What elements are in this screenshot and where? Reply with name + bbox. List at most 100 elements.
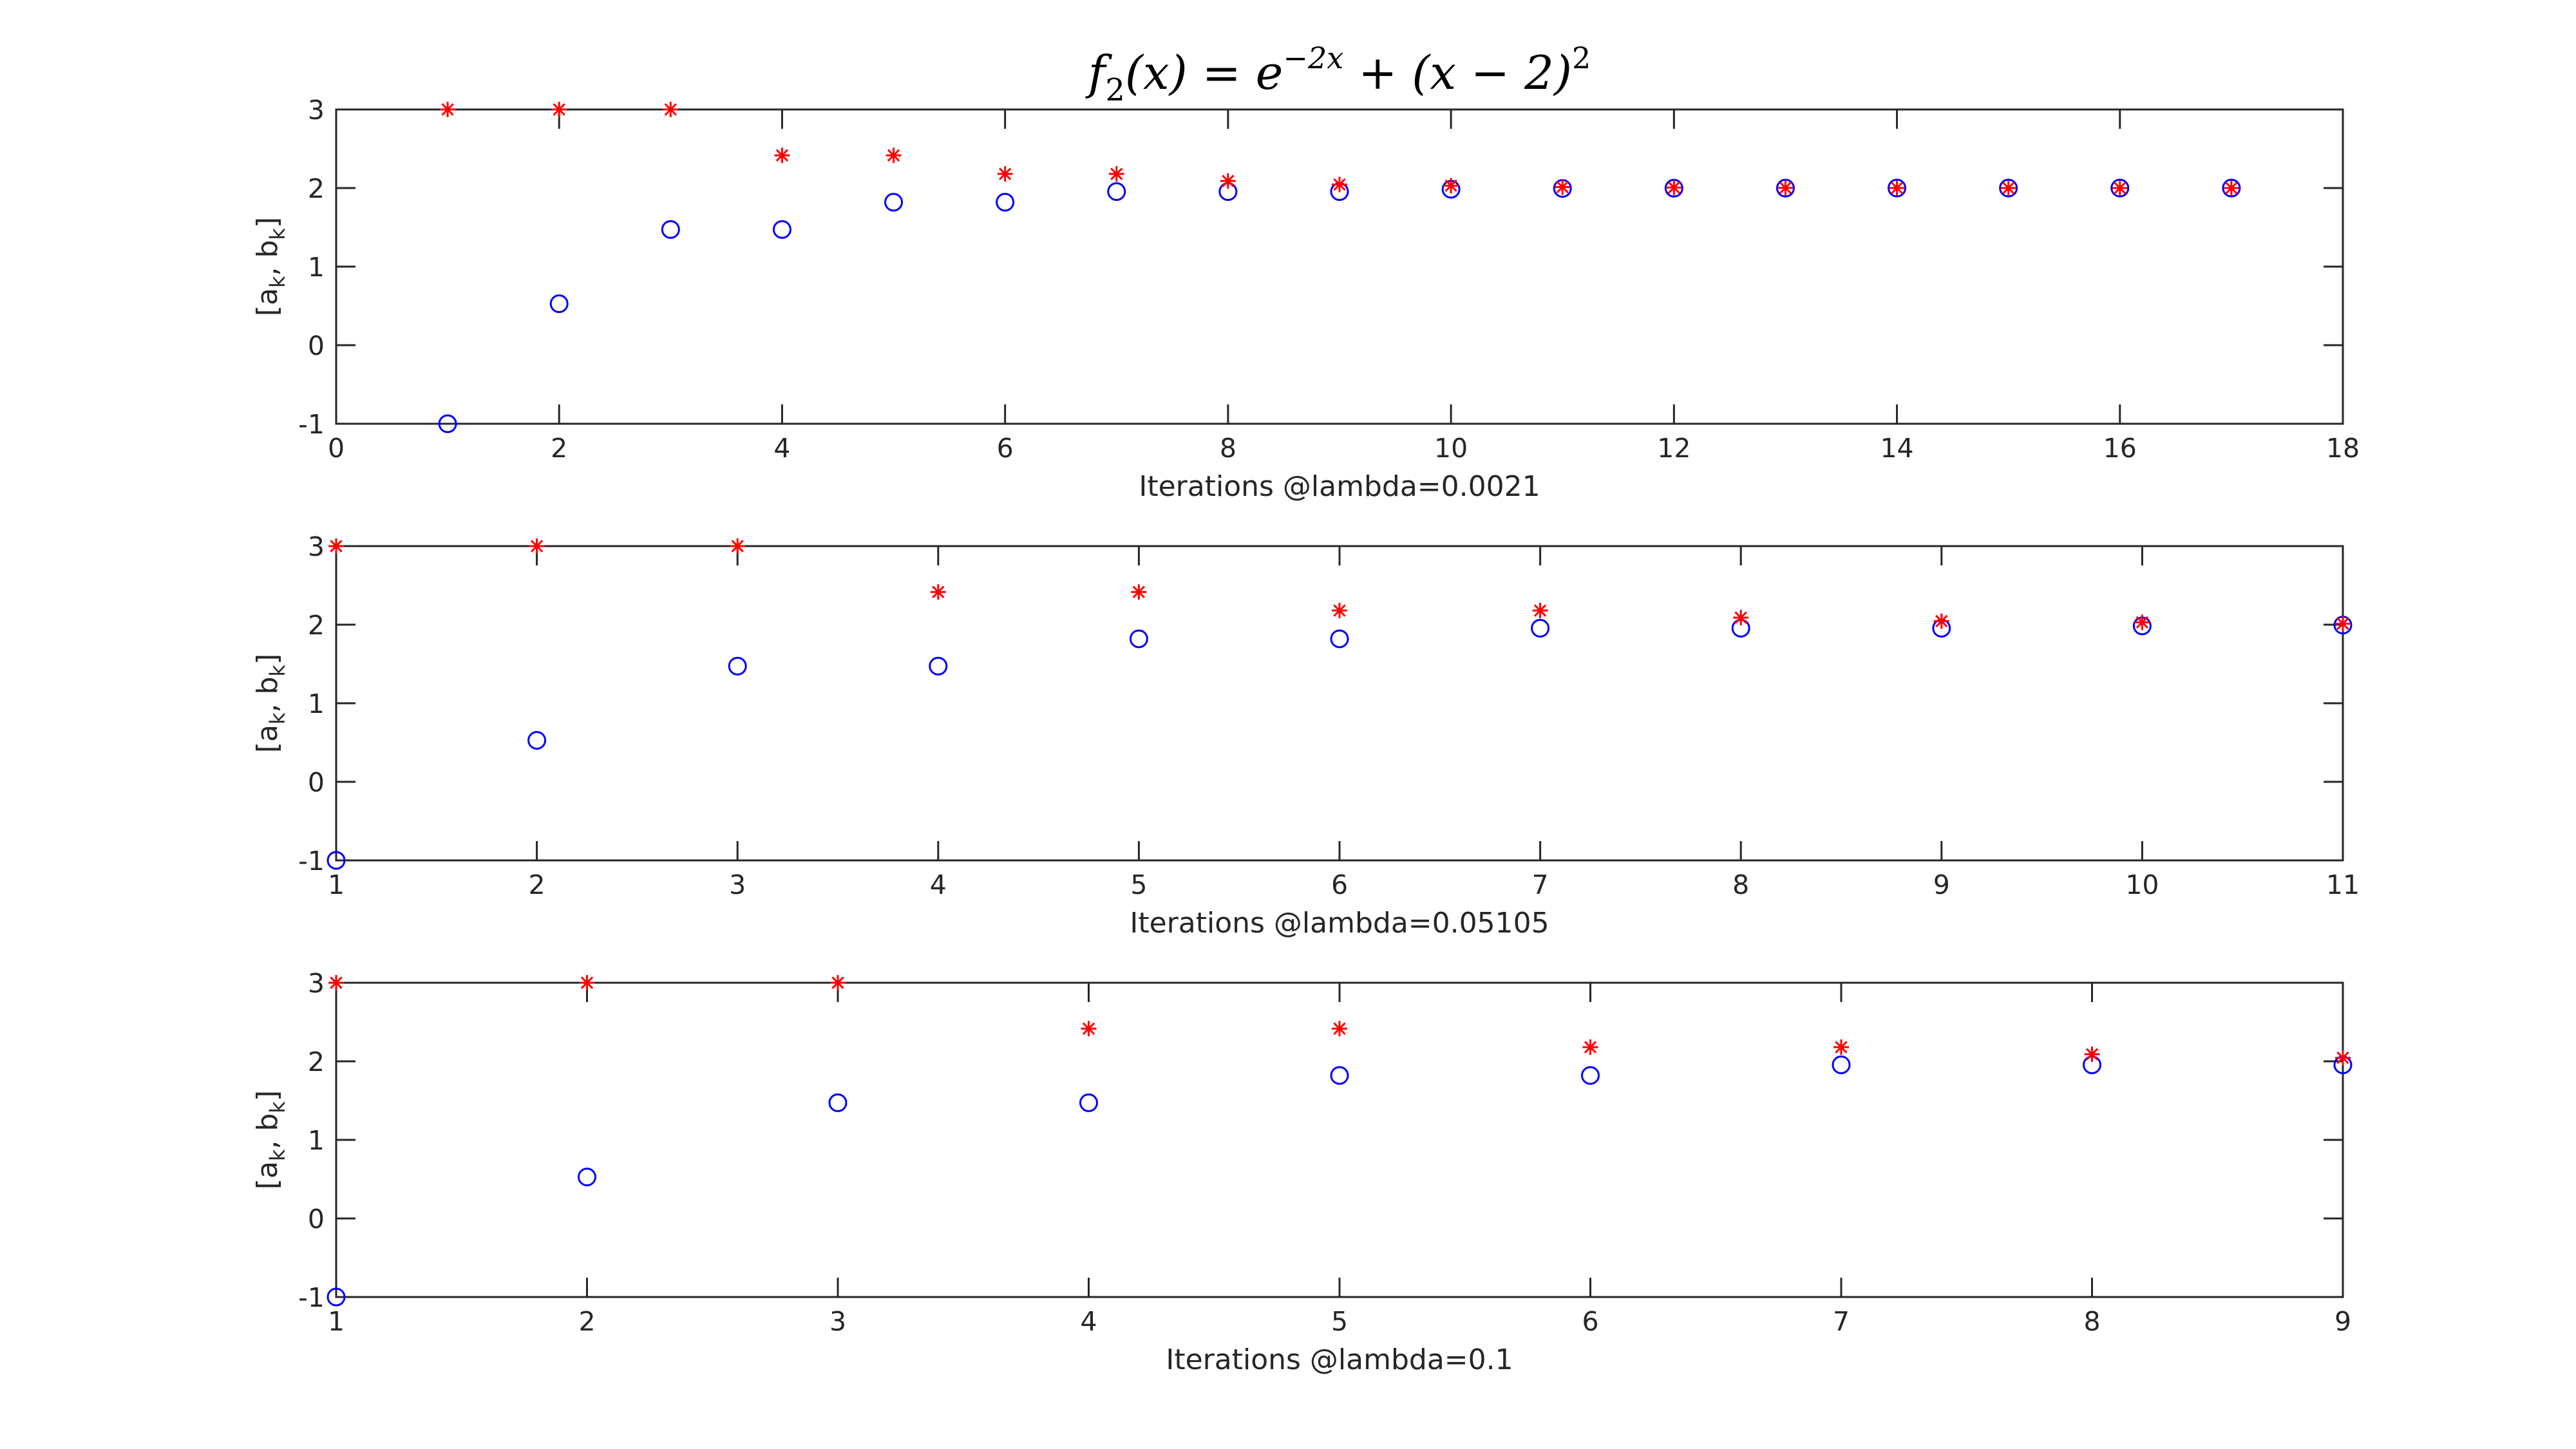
point-b-2-9 [2134, 614, 2150, 630]
y-axis-label-main-3: [a [251, 1161, 284, 1189]
point-b-1-12 [1777, 180, 1794, 196]
point-b-3-1 [579, 975, 595, 990]
point-b-2-3 [930, 584, 946, 600]
point-b-1-16 [2223, 180, 2239, 196]
y-tick-label-3-0: -1 [298, 1282, 325, 1313]
point-b-1-9 [1443, 178, 1459, 194]
x-axis-label-2: Iterations @lambda=0.05105 [1130, 907, 1549, 940]
x-tick-label-2-4: 5 [1130, 869, 1147, 900]
y-axis-label-1: [ak, bk] [251, 217, 290, 316]
point-b-3-7 [2084, 1046, 2100, 1063]
x-tick-label-2-9: 10 [2125, 869, 2159, 900]
point-a-3-0 [327, 1287, 346, 1307]
plot-area-1 [335, 108, 2344, 425]
y-axis-label-mid-3: , b [251, 1113, 284, 1150]
x-tick-label-1-9: 18 [2326, 433, 2360, 464]
x-tick-label-3-6: 7 [1833, 1306, 1850, 1337]
point-a-3-1 [578, 1168, 596, 1187]
point-a-2-3 [929, 656, 948, 676]
point-b-2-4 [1131, 584, 1147, 600]
x-tick-label-1-1: 2 [551, 433, 567, 464]
point-a-3-6 [1832, 1055, 1851, 1074]
x-tick-label-3-5: 6 [1582, 1306, 1598, 1337]
y-axis-label-2: [ak, bk] [251, 654, 290, 753]
point-b-2-6 [1532, 603, 1548, 619]
title-rhs: + (x − 2) [1343, 46, 1572, 100]
x-tick-label-1-2: 4 [773, 433, 790, 464]
x-tick-label-2-3: 4 [930, 869, 947, 900]
point-b-1-7 [1220, 173, 1236, 189]
point-a-1-6 [1107, 182, 1126, 201]
x-tick-label-3-0: 1 [328, 1306, 345, 1337]
y-tick-label-1-1: 0 [308, 330, 325, 361]
point-b-1-6 [1108, 166, 1124, 182]
x-axis-label-1: Iterations @lambda=0.0021 [1139, 470, 1540, 503]
point-b-2-7 [1733, 610, 1749, 626]
x-tick-label-3-7: 8 [2083, 1306, 2100, 1337]
point-b-2-5 [1332, 603, 1347, 619]
y-tick-label-1-4: 3 [308, 95, 325, 126]
point-a-1-11 [1664, 178, 1683, 198]
point-b-2-8 [1933, 613, 1949, 629]
point-b-1-14 [2000, 180, 2016, 196]
subplot-2: 1 2 3 4 5 6 7 8 9 10 11 -1 0 1 2 3 Iterations @lambda=0.… [251, 531, 2360, 940]
x-tick-label-2-0: 1 [328, 869, 345, 900]
x-tick-label-2-6: 7 [1532, 869, 1549, 900]
point-b-3-0 [328, 975, 344, 990]
point-a-1-2 [661, 220, 680, 239]
point-a-1-1 [549, 294, 569, 314]
point-b-2-2 [730, 538, 746, 554]
y-axis-label-mid-1: , b [251, 240, 284, 276]
x-tick-label-2-10: 11 [2326, 869, 2360, 900]
x-tick-label-2-2: 3 [729, 869, 746, 900]
x-tick-label-3-4: 5 [1331, 1306, 1348, 1337]
point-b-1-8 [1332, 176, 1347, 193]
y-axis-label-end-3: ] [251, 1090, 284, 1101]
y-tick-label-3-2: 1 [308, 1125, 325, 1156]
point-a-1-15 [2110, 178, 2130, 198]
y-axis-label-sub2-2: k [265, 665, 290, 677]
point-b-1-1 [551, 102, 567, 117]
x-tick-label-1-3: 6 [997, 433, 1014, 464]
x-tick-label-1-4: 8 [1220, 433, 1236, 464]
point-b-2-10 [2335, 616, 2351, 632]
x-axis-label-3: Iterations @lambda=0.1 [1166, 1343, 1513, 1376]
point-a-2-2 [728, 656, 747, 676]
point-a-3-5 [1581, 1066, 1600, 1085]
plot-area-2 [335, 545, 2344, 862]
y-axis-label-end-2: ] [251, 654, 284, 665]
point-b-1-15 [2112, 180, 2128, 196]
point-a-1-13 [1888, 178, 1907, 198]
y-axis-label-sub1-2: k [265, 712, 290, 724]
y-axis-label-sub1-1: k [265, 276, 290, 288]
y-axis-label-sub2-3: k [265, 1101, 290, 1113]
x-tick-label-2-8: 9 [1933, 869, 1950, 900]
point-b-1-10 [1555, 179, 1571, 195]
y-axis-label-sub2-1: k [265, 228, 290, 240]
point-b-1-3 [774, 147, 790, 164]
x-tick-label-3-3: 4 [1080, 1306, 1097, 1337]
point-a-1-5 [996, 193, 1015, 212]
point-a-3-2 [828, 1093, 848, 1112]
point-b-3-6 [1833, 1039, 1849, 1056]
x-tick-label-2-5: 6 [1331, 869, 1348, 900]
point-b-1-0 [440, 102, 456, 117]
point-a-1-4 [884, 193, 904, 212]
point-b-2-0 [328, 538, 344, 554]
y-tick-label-1-2: 1 [308, 252, 325, 283]
point-b-3-4 [1332, 1021, 1347, 1037]
point-a-2-0 [327, 851, 346, 870]
point-a-1-14 [1999, 178, 2018, 198]
x-tick-label-3-1: 2 [578, 1306, 595, 1337]
y-tick-label-1-0: -1 [298, 409, 325, 440]
title-f-subscript: 2 [1105, 72, 1125, 108]
point-a-2-1 [527, 731, 547, 750]
point-a-1-16 [2222, 178, 2241, 198]
x-tick-label-1-0: 0 [328, 433, 345, 464]
point-b-1-5 [997, 166, 1013, 182]
y-tick-label-3-1: 0 [308, 1204, 325, 1235]
y-tick-label-2-2: 1 [308, 688, 325, 719]
x-tick-label-3-8: 9 [2334, 1306, 2351, 1337]
